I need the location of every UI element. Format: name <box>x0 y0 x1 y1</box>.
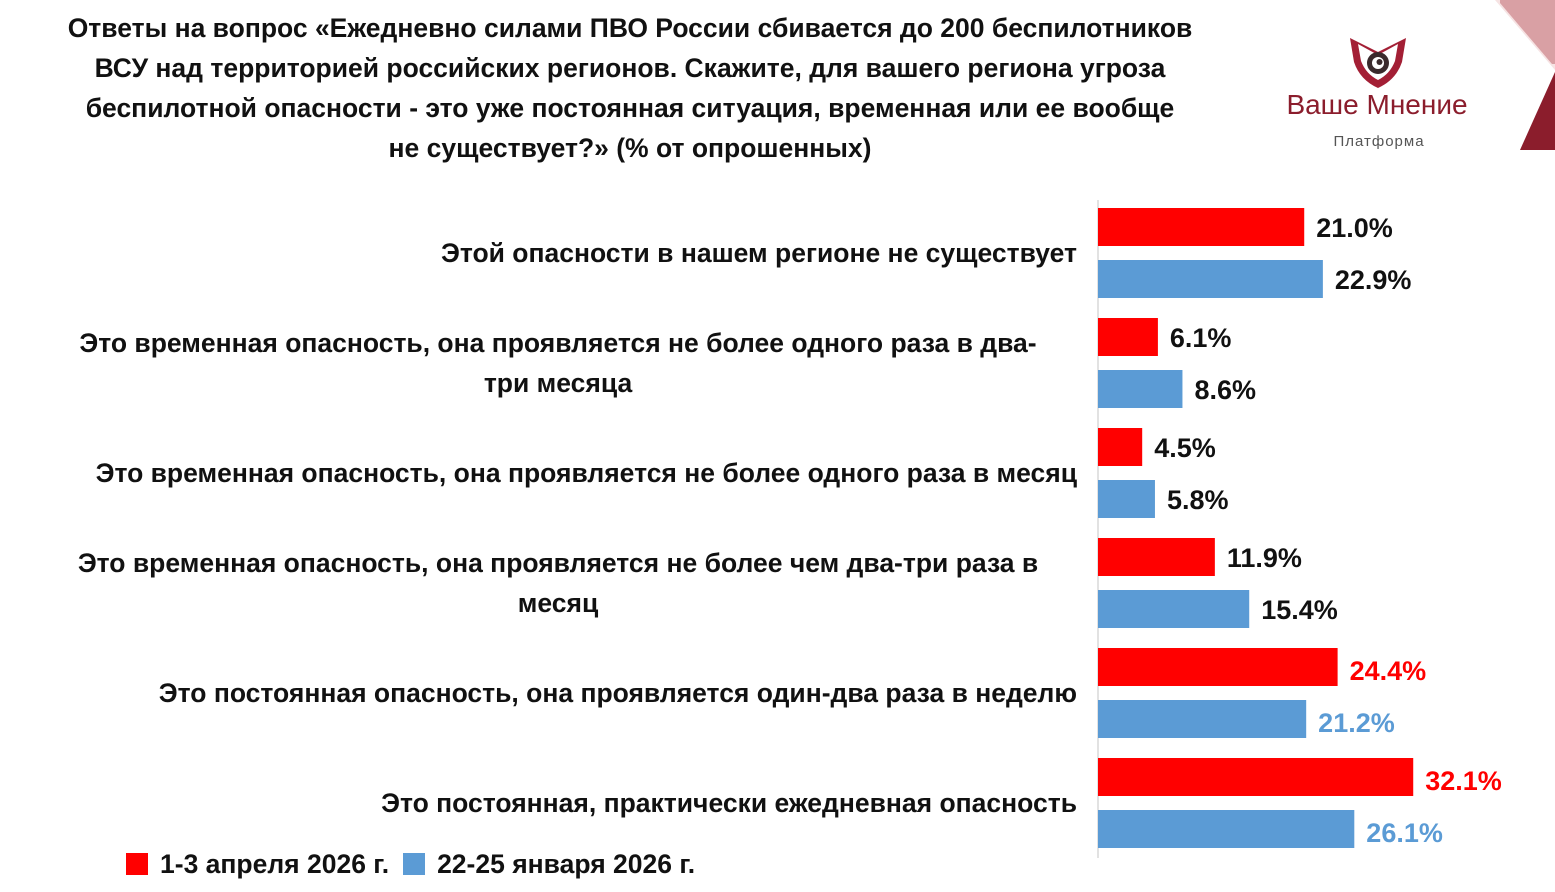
data-label: 8.6% <box>1194 375 1256 405</box>
category-label: Это постоянная опасность, она проявляетс… <box>159 678 1077 708</box>
bar-series1 <box>1098 538 1215 576</box>
data-label: 32.1% <box>1425 766 1502 796</box>
legend-label-series1: 1-3 апреля 2026 г. <box>160 848 390 879</box>
category-label-line: Это временная опасность, она проявляется… <box>78 548 1038 578</box>
category-label-line: Это временная опасность, она проявляется… <box>96 458 1078 488</box>
bar-series2 <box>1098 480 1155 518</box>
title-line: ВСУ над территорией российских регионов.… <box>94 53 1166 83</box>
title-line: не существует?» (% от опрошенных) <box>388 133 872 163</box>
data-label: 22.9% <box>1335 265 1412 295</box>
bar-series1 <box>1098 208 1305 246</box>
logo-emblem-icon <box>1350 38 1406 88</box>
brand-logo: Ваше Мнение Платформа <box>1286 0 1555 150</box>
legend-label-series2: 22-25 января 2026 г. <box>437 848 696 879</box>
category-label-line: месяц <box>518 588 599 618</box>
data-label: 26.1% <box>1366 818 1443 848</box>
legend: 1-3 апреля 2026 г. 22-25 января 2026 г. <box>126 842 709 886</box>
category-label: Это временная опасность, она проявляется… <box>79 328 1036 398</box>
bar-series1 <box>1098 428 1143 466</box>
bar-series2 <box>1098 260 1323 298</box>
category-label: Это постоянная, практически ежедневная о… <box>381 788 1077 818</box>
bar-series1 <box>1098 648 1338 686</box>
chart-title: Ответы на вопрос «Ежедневно силами ПВО Р… <box>10 8 1250 168</box>
data-label: 15.4% <box>1261 595 1338 625</box>
logo-subtitle: Платформа <box>1333 133 1424 150</box>
data-label: 4.5% <box>1154 433 1216 463</box>
logo-corner-stripe <box>1500 0 1555 64</box>
title-line: беспилотной опасности - это уже постоянн… <box>85 93 1175 123</box>
legend-item-series2: 22-25 января 2026 г. <box>403 849 695 880</box>
legend-swatch-red <box>126 853 148 875</box>
bar-series2 <box>1098 590 1250 628</box>
category-label-line: Это постоянная опасность, она проявляетс… <box>159 678 1077 708</box>
category-label: Это временная опасность, она проявляется… <box>96 458 1078 488</box>
category-label-line: Это временная опасность, она проявляется… <box>79 328 1036 358</box>
category-label: Это временная опасность, она проявляется… <box>78 548 1038 618</box>
category-label: Этой опасности в нашем регионе не сущест… <box>441 238 1077 268</box>
bars-layer: 21.0% 22.9% 6.1% 8.6% 4.5% 5.8% 11.9% 15.4% 24.4… <box>1098 208 1502 848</box>
category-label-line: Этой опасности в нашем регионе не сущест… <box>441 238 1077 268</box>
legend-item-series1: 1-3 апреля 2026 г. <box>126 849 389 880</box>
category-label-line: три месяца <box>484 368 633 398</box>
bar-series2 <box>1098 700 1307 738</box>
bar-series2 <box>1098 810 1355 848</box>
data-label: 5.8% <box>1167 485 1229 515</box>
bar-series1 <box>1098 758 1414 796</box>
legend-swatch-blue <box>403 853 426 875</box>
data-label: 24.4% <box>1350 656 1427 686</box>
logo-corner-stripe-dark <box>1520 72 1555 150</box>
data-label: 11.9% <box>1227 543 1302 573</box>
title-line: Ответы на вопрос «Ежедневно силами ПВО Р… <box>67 13 1193 43</box>
data-label: 21.0% <box>1316 213 1393 243</box>
logo-name: Ваше Мнение <box>1286 89 1467 120</box>
bar-series1 <box>1098 318 1158 356</box>
bar-series2 <box>1098 370 1183 408</box>
data-label: 21.2% <box>1318 708 1395 738</box>
data-label: 6.1% <box>1170 323 1232 353</box>
category-label-line: Это постоянная, практически ежедневная о… <box>381 788 1077 818</box>
category-labels-layer: Этой опасности в нашем регионе не сущест… <box>78 238 1078 818</box>
